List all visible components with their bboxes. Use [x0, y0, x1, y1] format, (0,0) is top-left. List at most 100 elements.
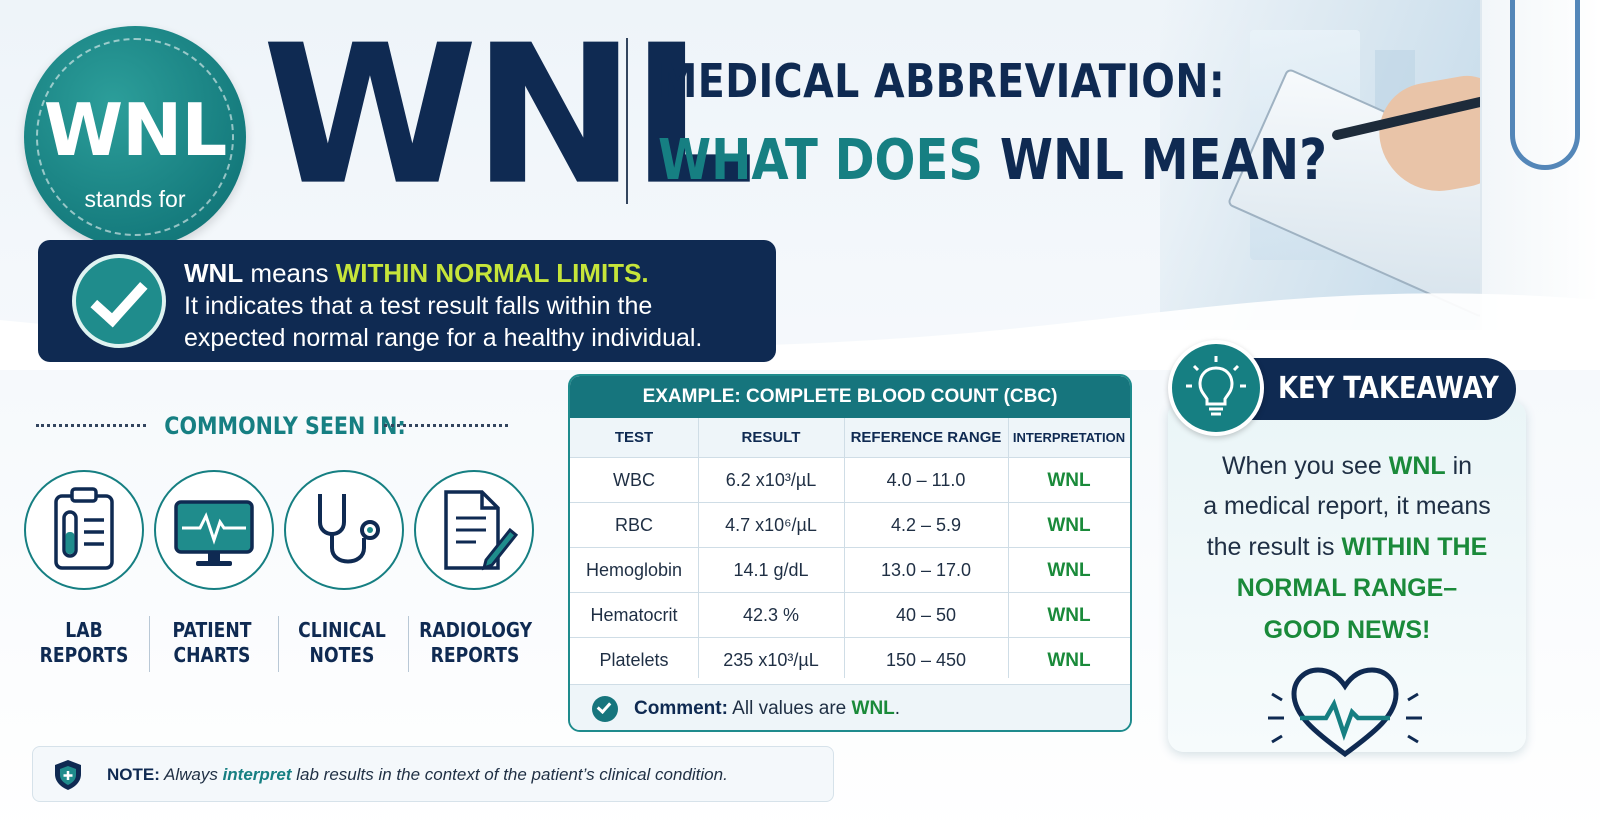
cell-test: Hemoglobin — [585, 560, 683, 580]
takeaway-l3-pre: the result is — [1206, 533, 1342, 561]
commonly-seen-title: COMMONLY SEEN IN: — [164, 412, 406, 440]
cell-range: 4.2 – 5.9 — [890, 515, 962, 535]
cell-result: 235 x10³/µL — [723, 650, 819, 670]
takeaway-l1-pre: When you see — [1221, 452, 1389, 480]
definition-expansion: WITHIN NORMAL LIMITS. — [335, 258, 649, 288]
cell-interpretation: WNL — [1047, 515, 1091, 536]
takeaway-line1: When you see WNL in — [1168, 452, 1526, 481]
cell-range: 150 – 450 — [885, 650, 967, 670]
definition-abbr: WNL — [184, 258, 244, 288]
takeaway-line3: the result is WITHIN THE — [1168, 533, 1526, 562]
cell-interpretation: WNL — [1047, 605, 1091, 626]
col-header-reference-range: REFERENCE RANGE — [850, 429, 1002, 446]
headline-divider — [626, 38, 628, 204]
takeaway-l1-abbr: WNL — [1388, 452, 1446, 480]
category-patient-charts: PATIENT CHARTS — [156, 618, 268, 668]
key-takeaway-card — [1168, 400, 1526, 752]
definition-line3: expected normal range for a healthy indi… — [184, 324, 703, 352]
lightbulb-icon — [1168, 340, 1264, 436]
category-lab-line1: LAB — [65, 618, 103, 642]
cell-interpretation: WNL — [1047, 470, 1091, 491]
cbc-table-card: EXAMPLE: COMPLETE BLOOD COUNT (CBC) TEST… — [568, 374, 1132, 732]
note-label: NOTE: — [107, 765, 160, 784]
comment-end: . — [894, 698, 901, 719]
category-radiology-line1: RADIOLOGY — [419, 618, 533, 642]
comment-text: All values are — [727, 698, 852, 719]
badge-ring — [36, 38, 234, 236]
category-lab-reports: LAB REPORTS — [28, 618, 140, 668]
col-header-result: RESULT — [741, 429, 801, 446]
note-highlight: interpret — [222, 765, 292, 784]
cell-range: 13.0 – 17.0 — [880, 560, 972, 580]
shield-icon — [55, 760, 81, 790]
note-post: lab results in the context of the patien… — [291, 765, 728, 784]
dotted-rule-left — [36, 424, 146, 427]
headline-big-abbr: WNL — [262, 4, 755, 228]
key-takeaway-title: KEY TAKEAWAY — [1278, 371, 1499, 406]
definition-line1: WNL means WITHIN NORMAL LIMITS. — [184, 258, 649, 289]
badge-caption: stands for — [84, 186, 186, 212]
table-row: RBC 4.7 x10⁶/µL 4.2 – 5.9 WNL — [570, 503, 1130, 548]
cbc-comment: Comment: All values are WNL. — [634, 685, 901, 730]
takeaway-line4: NORMAL RANGE– — [1236, 574, 1458, 602]
headline-line2: WHAT DOES WNL MEAN? — [658, 128, 1327, 193]
note-text: NOTE: Always interpret lab results in th… — [107, 747, 728, 803]
note-pre: Always — [159, 765, 223, 784]
comment-value: WNL — [851, 698, 895, 719]
wnl-badge: WNL stands for — [24, 26, 246, 248]
document-pen-icon — [414, 470, 534, 590]
headline-line2-abbr: WNL — [999, 128, 1124, 193]
stethoscope-icon — [284, 470, 404, 590]
cell-test: Platelets — [599, 650, 669, 670]
col-header-test: TEST — [614, 429, 654, 446]
stethoscope-image — [1510, 0, 1580, 170]
takeaway-line5: GOOD NEWS! — [1263, 616, 1431, 644]
headline-line1: MEDICAL ABBREVIATION: — [658, 54, 1226, 108]
cell-interpretation: WNL — [1047, 650, 1091, 671]
cell-result: 6.2 x10³/µL — [725, 470, 817, 490]
category-lab-line2: REPORTS — [39, 643, 129, 667]
category-clinical-notes: CLINICAL NOTES — [286, 618, 398, 668]
headline-line2-prefix: WHAT DOES — [658, 128, 1000, 193]
category-radiology-line2: REPORTS — [430, 643, 520, 667]
takeaway-l3-hl: WITHIN THE — [1341, 533, 1488, 561]
cbc-table-title: EXAMPLE: COMPLETE BLOOD COUNT (CBC) — [570, 376, 1130, 418]
cell-result: 14.1 g/dL — [733, 560, 809, 580]
takeaway-line2: a medical report, it means — [1203, 492, 1491, 520]
comment-label: Comment: — [634, 698, 728, 719]
table-row: Hematocrit 42.3 % 40 – 50 WNL — [570, 593, 1130, 638]
category-clinical-line1: CLINICAL — [298, 618, 386, 642]
check-circle-icon — [72, 254, 166, 348]
col-header-interpretation: INTERPRETATION — [1012, 430, 1126, 445]
category-patient-line2: CHARTS — [173, 643, 251, 667]
column-divider — [844, 418, 845, 678]
cell-result: 42.3 % — [742, 605, 800, 625]
category-separator — [278, 616, 279, 672]
monitor-heartbeat-icon — [154, 470, 274, 590]
cell-range: 4.0 – 11.0 — [886, 470, 966, 490]
doctor-photo — [1160, 0, 1600, 330]
cell-test: Hematocrit — [590, 605, 678, 625]
heartbeat-heart-icon — [1268, 667, 1422, 758]
table-row: Hemoglobin 14.1 g/dL 13.0 – 17.0 WNL — [570, 548, 1130, 593]
category-clinical-line2: NOTES — [309, 643, 375, 667]
column-divider — [698, 418, 699, 678]
note-banner: NOTE: Always interpret lab results in th… — [32, 746, 834, 802]
dotted-rule-right — [384, 424, 508, 427]
definition-means: means — [243, 258, 336, 288]
headline-line2-suffix: MEAN? — [1123, 128, 1328, 193]
category-patient-line1: PATIENT — [172, 618, 252, 642]
cell-interpretation: WNL — [1047, 560, 1091, 581]
cbc-table-header-row — [570, 418, 1130, 458]
badge-abbr: WNL — [43, 88, 228, 172]
category-separator — [408, 616, 409, 672]
cell-result: 4.7 x10⁶/µL — [725, 515, 817, 535]
table-row: Platelets 235 x10³/µL 150 – 450 WNL — [570, 638, 1130, 683]
takeaway-l1-post: in — [1445, 452, 1473, 480]
cell-range: 40 – 50 — [895, 605, 957, 625]
column-divider — [1008, 418, 1009, 678]
definition-box: WNL means WITHIN NORMAL LIMITS. It indic… — [38, 240, 776, 362]
table-row: WBC 6.2 x10³/µL 4.0 – 11.0 WNL — [570, 458, 1130, 503]
category-radiology-reports: RADIOLOGY REPORTS — [419, 618, 533, 668]
check-circle-icon — [592, 696, 618, 722]
